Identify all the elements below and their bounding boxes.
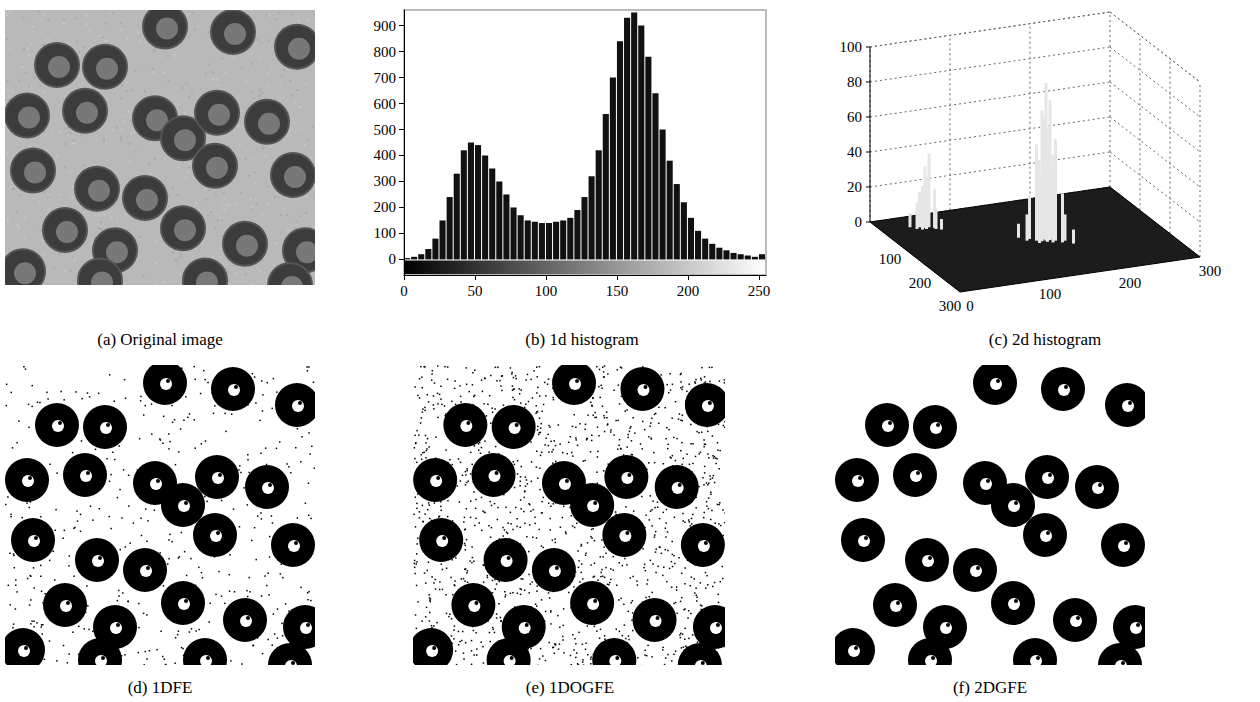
svg-text:500: 500 — [374, 122, 397, 138]
svg-text:200: 200 — [909, 275, 932, 291]
html-text:(b) 1d histogram: (b) 1d histogram — [525, 330, 639, 349]
svg-text:60: 60 — [847, 109, 862, 125]
svg-text:800: 800 — [374, 44, 397, 60]
html-text:(a) Original image: (a) Original image — [97, 330, 223, 349]
svg-text:40: 40 — [847, 144, 862, 160]
svg-text:50: 50 — [467, 283, 482, 299]
svg-text:150: 150 — [606, 283, 629, 299]
svg-text:400: 400 — [374, 147, 397, 163]
html-text:(d) 1DFE: (d) 1DFE — [127, 678, 193, 697]
svg-text:250: 250 — [748, 283, 771, 299]
svg-text:100: 100 — [840, 39, 863, 55]
svg-text:100: 100 — [374, 225, 397, 241]
svg-text:0: 0 — [855, 214, 863, 230]
svg-text:900: 900 — [374, 18, 397, 34]
svg-text:0: 0 — [966, 298, 974, 314]
svg-text:100: 100 — [879, 251, 902, 267]
svg-text:300: 300 — [939, 298, 962, 314]
svg-text:100: 100 — [535, 283, 558, 299]
svg-text:200: 200 — [374, 199, 397, 215]
svg-text:600: 600 — [374, 96, 397, 112]
svg-text:300: 300 — [374, 173, 397, 189]
svg-text:20: 20 — [847, 179, 862, 195]
html-text:(c) 2d histogram: (c) 2d histogram — [988, 330, 1102, 349]
svg-text:100: 100 — [1039, 286, 1062, 302]
html-text:(e) 1DOGFE: (e) 1DOGFE — [525, 678, 615, 697]
svg-text:300: 300 — [1199, 263, 1222, 279]
svg-text:0: 0 — [400, 283, 408, 299]
svg-text:700: 700 — [374, 70, 397, 86]
svg-text:200: 200 — [1119, 275, 1142, 291]
html-text:(f) 2DGFE: (f) 2DGFE — [952, 678, 1028, 697]
svg-text:80: 80 — [847, 74, 862, 90]
svg-text:200: 200 — [677, 283, 700, 299]
svg-text:0: 0 — [389, 251, 397, 267]
